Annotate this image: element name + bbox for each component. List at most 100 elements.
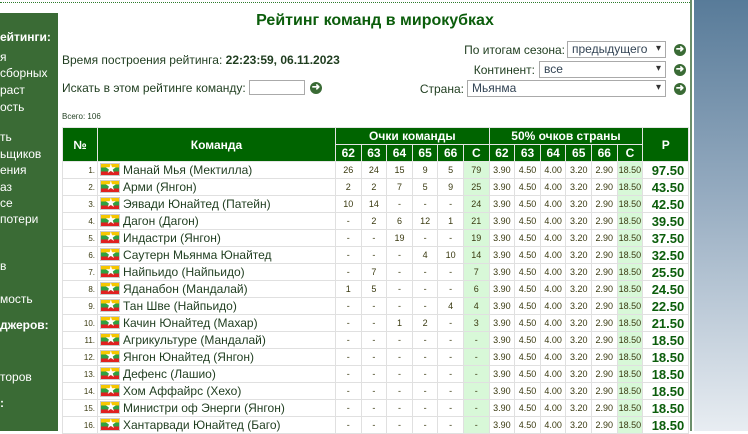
country-points: 4.00	[539, 280, 567, 298]
team-points: -	[437, 263, 464, 281]
team-points: 14	[462, 246, 490, 264]
team-points: -	[462, 331, 490, 349]
country-value: Мьянма	[472, 81, 517, 95]
team-points: -	[335, 263, 362, 281]
table-row: 14.Хом Аффайрс (Хехо)------3.904.504.003…	[62, 382, 690, 400]
team-points: 21	[462, 212, 490, 230]
subcol-62: 62	[335, 144, 362, 162]
sidebar-item[interactable]: потери	[0, 212, 39, 226]
team-link[interactable]: Качин Юнайтед (Махар)	[123, 316, 258, 330]
sidebar-item[interactable]: мость	[0, 292, 33, 306]
team-search-input[interactable]	[249, 80, 305, 95]
team-link[interactable]: Дефенс (Лашио)	[123, 367, 216, 381]
team-points: -	[335, 382, 362, 400]
rank: 8.	[62, 280, 98, 298]
continent-go-button[interactable]: ➜	[674, 64, 686, 76]
team-link[interactable]: Индастри (Янгон)	[123, 231, 221, 245]
sidebar-item[interactable]: в	[0, 259, 7, 273]
sidebar-item[interactable]: аз	[0, 180, 13, 194]
team-link[interactable]: Агрикультуре (Мандалай)	[123, 333, 266, 347]
country-points: 3.90	[488, 246, 516, 264]
team-link[interactable]: Арми (Янгон)	[123, 180, 197, 194]
season-go-button[interactable]: ➜	[674, 44, 686, 56]
team-points: 1	[386, 314, 413, 332]
sidebar-item[interactable]: :	[0, 396, 4, 410]
country-points: 2.90	[591, 399, 618, 417]
team-cell: Манай Мья (Мектилла)	[97, 161, 336, 179]
team-points: 2	[360, 212, 388, 230]
rating-value: 18.50	[642, 331, 690, 349]
sidebar-item[interactable]: ьщиков	[0, 147, 42, 161]
country-points: 4.00	[539, 229, 567, 247]
team-points: -	[411, 297, 439, 315]
team-link[interactable]: Хантарвади Юнайтед (Баго)	[123, 418, 281, 432]
season-select[interactable]: предыдущего ▾	[567, 41, 666, 58]
team-points: 12	[411, 212, 439, 230]
sidebar-item[interactable]: се	[0, 196, 13, 210]
team-link[interactable]: Министри оф Энерги (Янгон)	[123, 401, 285, 415]
team-points: -	[411, 229, 439, 247]
build-time-value: 22:23:59, 06.11.2023	[225, 53, 340, 67]
team-cell: Саутерн Мьянма Юнайтед	[97, 246, 336, 264]
country-go-button[interactable]: ➜	[674, 83, 686, 95]
sidebar-item[interactable]: я	[0, 50, 7, 64]
team-link[interactable]: Яданабон (Мандалай)	[123, 282, 248, 296]
country-points: 3.20	[565, 263, 593, 281]
sidebar-item[interactable]: ость	[0, 100, 25, 114]
team-link[interactable]: Тан Шве (Найпьидо)	[123, 299, 237, 313]
team-points: 24	[462, 195, 490, 213]
sidebar-item[interactable]: сборных	[0, 66, 48, 80]
col-country-points: 50% очков страны	[488, 127, 644, 145]
country-points: 4.00	[539, 246, 567, 264]
sidebar-item[interactable]: джеров:	[0, 318, 49, 332]
myanmar-flag-icon	[100, 384, 120, 398]
country-points: 3.20	[565, 297, 593, 315]
team-cell: Дефенс (Лашио)	[97, 365, 336, 383]
country-points: 2.90	[591, 297, 618, 315]
subcol-63: 63	[360, 144, 388, 162]
sidebar-item[interactable]: торов	[0, 370, 32, 384]
team-points: 10	[437, 246, 464, 264]
country-points: 3.20	[565, 246, 593, 264]
team-points: 26	[335, 161, 362, 179]
country-label: Страна:	[419, 82, 464, 96]
rating-value: 32.50	[642, 246, 690, 264]
team-points: 5	[437, 161, 464, 179]
team-cell: Янгон Юнайтед (Янгон)	[97, 348, 336, 366]
team-points: 7	[360, 263, 388, 281]
sidebar-item[interactable]: ения	[0, 163, 27, 177]
country-points: 4.00	[539, 382, 567, 400]
team-cell: Агрикультуре (Мандалай)	[97, 331, 336, 349]
team-link[interactable]: Найпьидо (Найпьидо)	[123, 265, 245, 279]
sidebar-item[interactable]: ть	[0, 130, 12, 144]
continent-select[interactable]: все ▾	[539, 61, 666, 78]
team-link[interactable]: Эявади Юнайтед (Патейн)	[123, 197, 271, 211]
team-link[interactable]: Манай Мья (Мектилла)	[123, 163, 253, 177]
team-link[interactable]: Саутерн Мьянма Юнайтед	[123, 248, 272, 262]
team-cell: Найпьидо (Найпьидо)	[97, 263, 336, 281]
myanmar-flag-icon	[100, 367, 120, 381]
team-link[interactable]: Янгон Юнайтед (Янгон)	[123, 350, 254, 364]
country-points: 4.00	[539, 348, 567, 366]
myanmar-flag-icon	[100, 231, 120, 245]
team-link[interactable]: Дагон (Дагон)	[123, 214, 199, 228]
team-points: -	[386, 331, 413, 349]
subcol-65: 65	[411, 144, 439, 162]
table-row: 6.Саутерн Мьянма Юнайтед---410143.904.50…	[62, 246, 690, 264]
country-select[interactable]: Мьянма ▾	[467, 80, 666, 97]
table-row: 8.Яданабон (Мандалай)15---63.904.504.003…	[62, 280, 690, 298]
team-cell: Арми (Янгон)	[97, 178, 336, 196]
table-row: 4. Дагон (Дагон) -26121213.904.504.003.202…	[62, 212, 690, 230]
country-points: 4.00	[539, 331, 567, 349]
subcol-62: 62	[488, 144, 516, 162]
country-points: 4.50	[514, 246, 541, 264]
team-link[interactable]: Хом Аффайрс (Хехо)	[123, 384, 242, 398]
team-points: 6	[462, 280, 490, 298]
sidebar-item[interactable]: ейтинги:	[0, 30, 51, 44]
subcol-64: 64	[539, 144, 567, 162]
country-points: 4.00	[539, 297, 567, 315]
country-points: 18.50	[616, 382, 644, 400]
sidebar-item[interactable]: раст	[0, 83, 25, 97]
team-cell: Индастри (Янгон)	[97, 229, 336, 247]
search-go-button[interactable]: ➜	[310, 82, 322, 94]
